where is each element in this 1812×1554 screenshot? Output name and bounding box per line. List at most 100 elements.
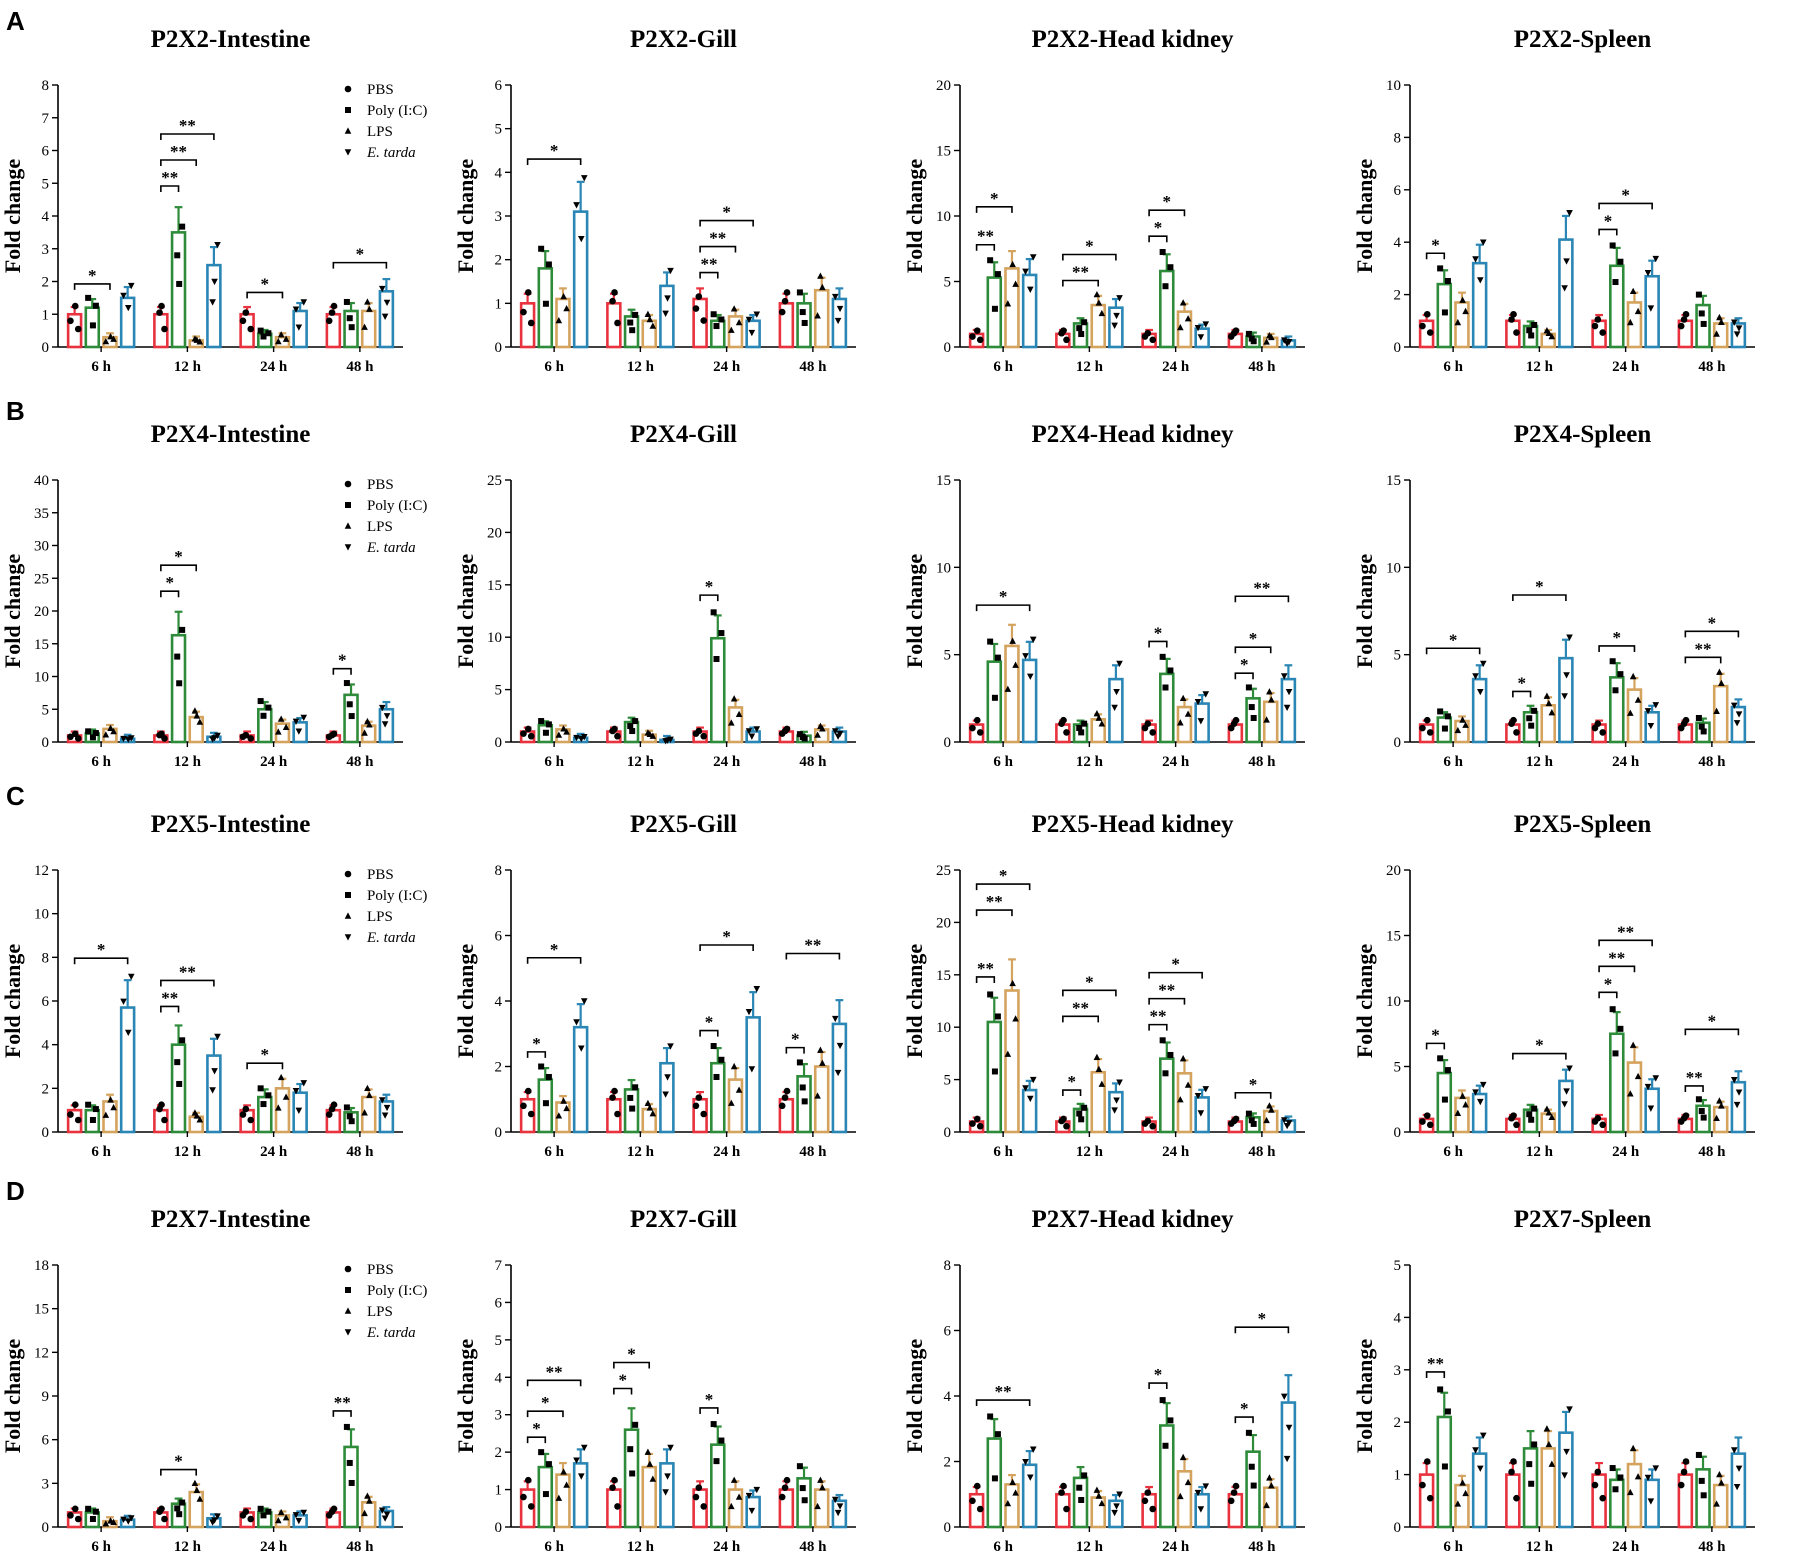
data-point: [1627, 1488, 1634, 1496]
data-point: [265, 1092, 272, 1099]
data-point: [71, 302, 79, 310]
data-point: [1012, 661, 1019, 668]
data-point: [1026, 1095, 1034, 1103]
data-point: [1716, 668, 1723, 675]
data-point: [282, 1093, 290, 1100]
data-point: [728, 1502, 735, 1510]
chart-p2x2-head-kidney: P2X2-Head kidney Fold change 0 5 10 15 20 6 h 12…: [902, 26, 1305, 375]
significance-label: **: [977, 959, 994, 978]
data-point: [1454, 1109, 1462, 1116]
y-axis-label: Fold change: [453, 1339, 478, 1454]
y-tick-label: 2: [944, 1455, 952, 1471]
data-point: [239, 1111, 247, 1118]
data-point: [745, 316, 753, 324]
data-point: [102, 1111, 110, 1118]
y-tick-label: 6: [944, 1324, 952, 1340]
data-point: [1644, 1474, 1652, 1482]
data-point: [191, 707, 199, 714]
data-point: [728, 1099, 735, 1106]
data-point: [545, 261, 552, 268]
data-point: [295, 1107, 303, 1114]
data-point: [563, 728, 570, 735]
data-point: [292, 1088, 300, 1095]
legend: PBS Poly (I:C) LPS E. tarda: [344, 82, 427, 161]
data-point: [1609, 658, 1616, 665]
significance-bracket: [975, 604, 1031, 612]
data-point: [1526, 327, 1533, 334]
significance-label: **: [1695, 639, 1712, 658]
y-axis-label: Fold change: [1352, 159, 1377, 274]
data-point: [1612, 1050, 1619, 1057]
data-point: [158, 302, 165, 310]
x-tick-label: 24 h: [1612, 1539, 1640, 1554]
data-point: [1098, 1080, 1106, 1087]
data-point: [1510, 310, 1517, 318]
data-point: [831, 1496, 839, 1504]
significance-label: *: [174, 1452, 183, 1471]
data-point: [239, 1512, 247, 1519]
data-point: [577, 1473, 585, 1480]
y-axis-label: Fold change: [0, 159, 25, 274]
data-point: [1733, 331, 1741, 338]
significance-label: *: [1613, 628, 1622, 647]
data-point: [973, 327, 981, 334]
data-point: [1680, 316, 1688, 323]
y-tick-label: 4: [42, 1038, 50, 1054]
data-point: [1444, 277, 1451, 284]
data-point: [713, 323, 720, 330]
significance-label: *: [1085, 237, 1094, 256]
panel-letter-c: C: [6, 781, 25, 811]
x-tick-label: 12 h: [1076, 754, 1104, 770]
data-point: [1095, 299, 1103, 306]
data-point: [1462, 721, 1469, 728]
data-point: [361, 729, 368, 736]
y-tick-label: 0: [944, 735, 952, 751]
data-point: [1735, 325, 1743, 332]
significance-bracket: [1512, 594, 1567, 602]
data-point: [1095, 1065, 1103, 1072]
legend-marker: [345, 502, 351, 508]
data-point: [1508, 1468, 1515, 1476]
data-point: [580, 175, 588, 182]
data-point: [817, 1046, 824, 1053]
chart-title: P2X4-Head kidney: [1031, 421, 1234, 448]
data-point: [1162, 283, 1169, 290]
significance-bracket: [1062, 989, 1117, 997]
data-point: [1232, 327, 1240, 334]
data-point: [1022, 653, 1029, 660]
data-point: [1144, 1489, 1152, 1496]
significance-label: *: [1240, 1399, 1249, 1418]
significance-label: *: [627, 1344, 636, 1363]
data-point: [348, 713, 355, 720]
data-point: [1029, 1446, 1037, 1453]
data-point: [563, 1481, 570, 1488]
significance-bracket: [975, 909, 1013, 917]
data-point: [644, 310, 652, 317]
chart-title: P2X4-Spleen: [1514, 421, 1652, 448]
data-point: [695, 1094, 703, 1101]
data-point: [987, 991, 994, 998]
data-point: [102, 731, 110, 738]
data-point: [1561, 1101, 1568, 1108]
data-point: [1462, 307, 1469, 315]
x-tick-label: 24 h: [1162, 754, 1190, 770]
chart-p2x4-spleen: P2X4-Spleen Fold change 0 5 10 15 6 h 12 h 24 h 4…: [1352, 421, 1755, 770]
significance-label: *: [532, 1034, 541, 1053]
significance-bracket: [1234, 672, 1254, 680]
data-point: [1263, 716, 1270, 723]
data-point: [1441, 1096, 1448, 1103]
y-tick-label: 6: [42, 994, 50, 1010]
panel-letter-b: B: [6, 396, 25, 426]
data-point: [127, 282, 135, 290]
data-point: [366, 1091, 373, 1099]
data-point: [242, 309, 250, 316]
data-point: [295, 1517, 303, 1525]
data-point: [745, 1492, 753, 1500]
chart-title: P2X5-Gill: [630, 811, 737, 838]
data-point: [1194, 1092, 1202, 1100]
data-point: [1058, 720, 1065, 727]
data-point: [1078, 1116, 1085, 1123]
x-tick-label: 48 h: [346, 359, 374, 375]
data-point: [1141, 1497, 1149, 1505]
data-point: [1280, 1117, 1288, 1124]
